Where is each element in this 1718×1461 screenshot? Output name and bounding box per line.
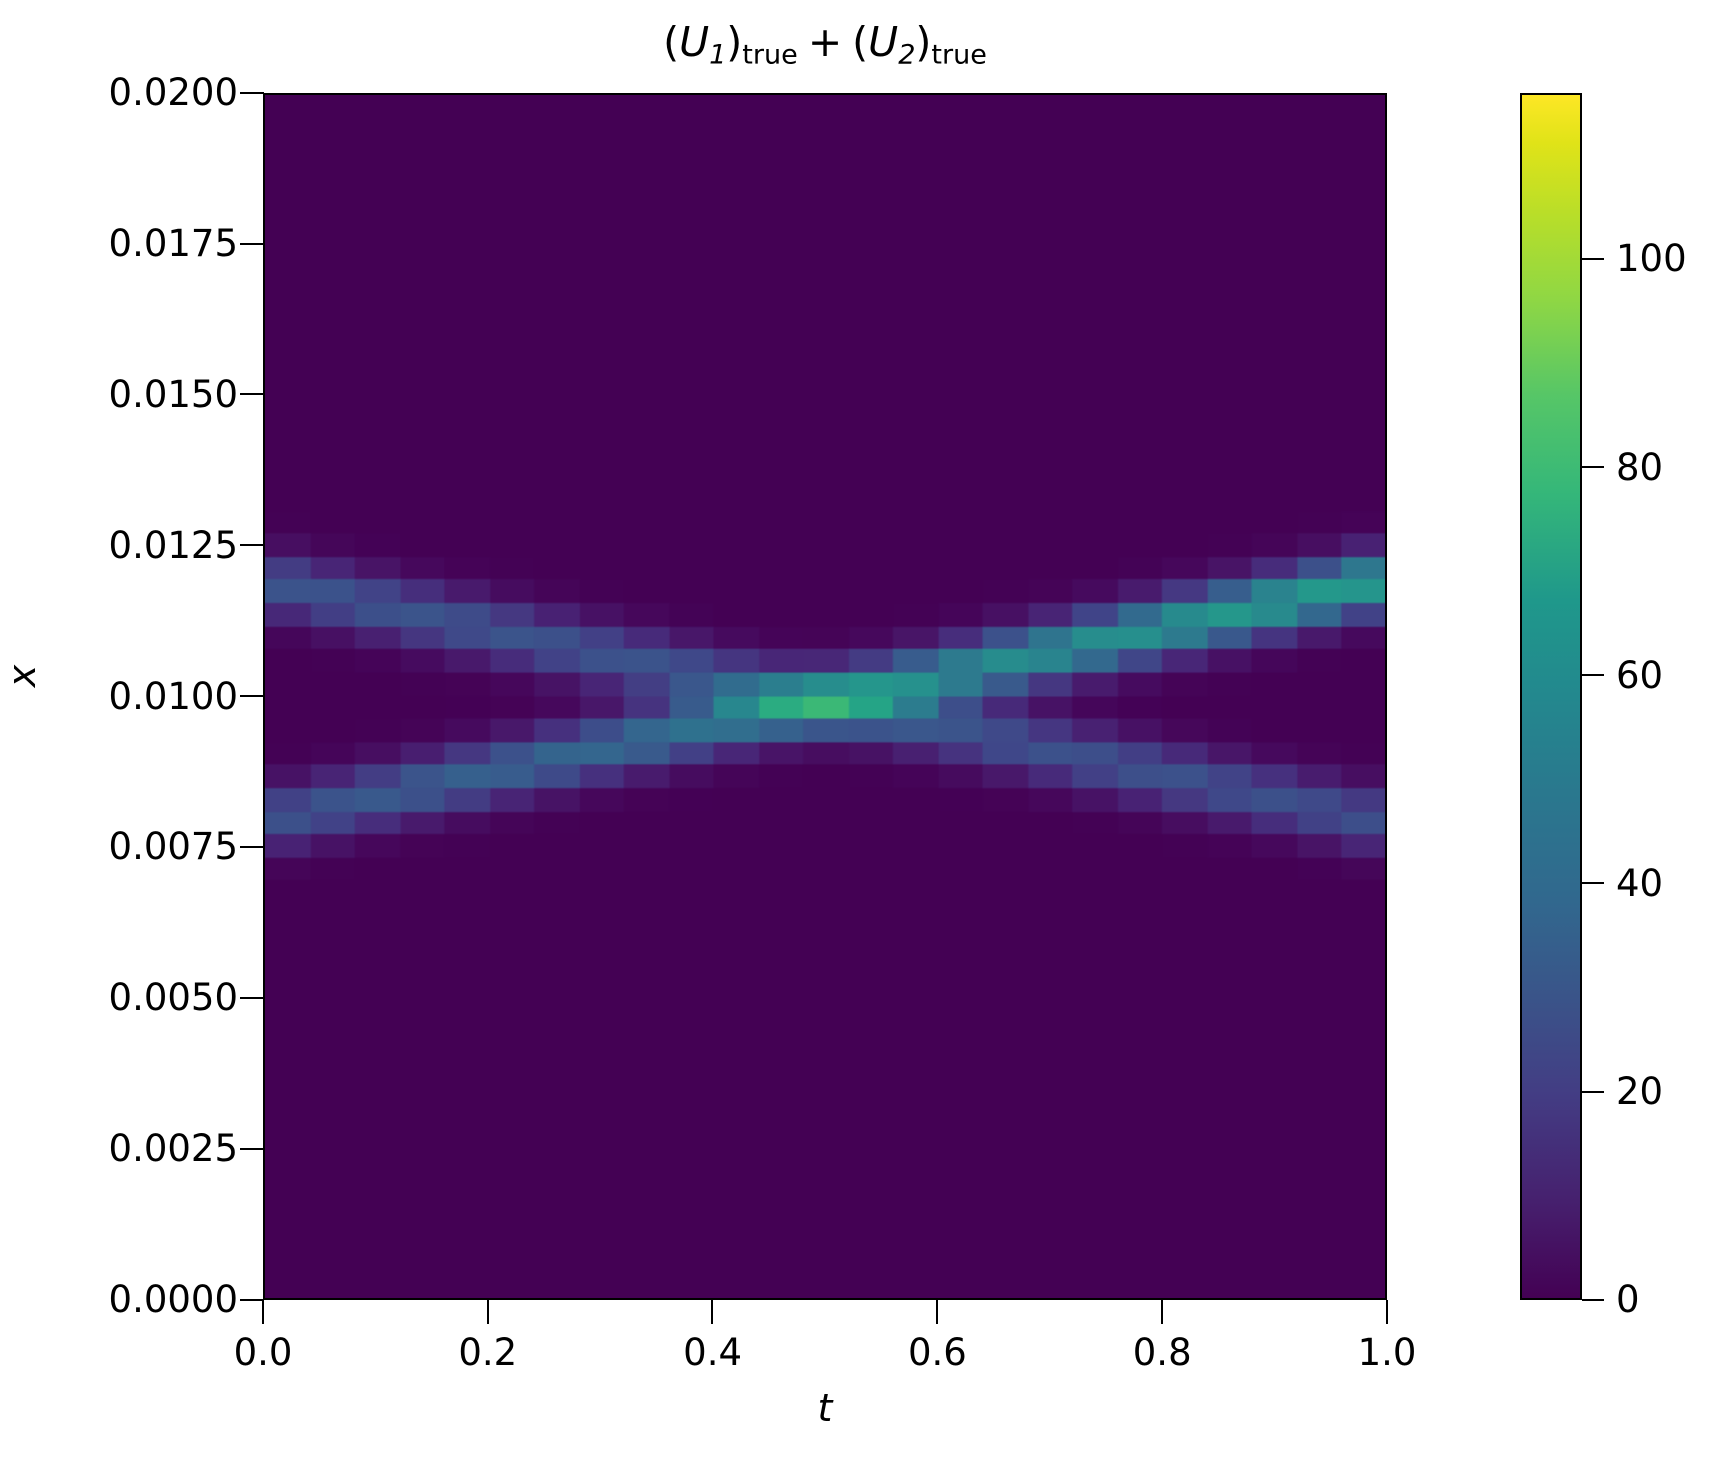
x-tick-mark xyxy=(486,1300,489,1324)
y-axis-label: x xyxy=(0,664,44,688)
title-close-paren-2: ) xyxy=(915,18,932,66)
x-tick-label: 0.0 xyxy=(233,1331,293,1374)
colorbar xyxy=(1520,93,1582,1300)
y-tick-mark xyxy=(240,996,264,999)
y-tick-mark xyxy=(240,1147,264,1150)
y-tick-label: 0.0000 xyxy=(108,1278,238,1321)
y-tick-label: 0.0125 xyxy=(108,523,238,567)
x-tick-mark xyxy=(261,1300,264,1324)
title-plus-operator: + xyxy=(807,18,843,66)
colorbar-tick-label: 20 xyxy=(1616,1069,1664,1113)
title-open-paren-1: ( xyxy=(663,18,680,66)
y-tick-mark xyxy=(240,91,264,94)
y-tick-label: 0.0150 xyxy=(108,372,238,416)
y-tick-label: 0.0025 xyxy=(108,1127,238,1171)
x-axis-label: t xyxy=(817,1386,833,1430)
title-subscript-1: 1 xyxy=(709,39,727,71)
heatmap-axes xyxy=(263,93,1387,1300)
y-tick-mark xyxy=(240,695,264,698)
x-tick-mark xyxy=(711,1300,714,1324)
title-subscript-true-1: true xyxy=(742,39,798,71)
colorbar-tick-label: 40 xyxy=(1616,861,1664,905)
x-tick-label: 1.0 xyxy=(1357,1331,1417,1374)
title-subscript-2: 2 xyxy=(898,39,916,71)
colorbar-tick-label: 100 xyxy=(1616,237,1687,281)
y-tick-label: 0.0200 xyxy=(108,71,238,114)
y-tick-label: 0.0075 xyxy=(108,825,238,869)
colorbar-tick-mark xyxy=(1582,882,1604,885)
y-tick-mark xyxy=(240,846,264,849)
colorbar-tick-mark xyxy=(1582,1298,1604,1301)
heatmap-image xyxy=(265,95,1385,1298)
title-symbol-u2: U xyxy=(868,18,899,66)
x-tick-mark xyxy=(1385,1300,1388,1324)
x-tick-label: 0.8 xyxy=(1132,1331,1192,1374)
x-tick-label: 0.4 xyxy=(683,1331,743,1374)
colorbar-tick-label: 60 xyxy=(1616,653,1664,697)
x-tick-mark xyxy=(936,1300,939,1324)
plot-title: (U1)true + (U2)true xyxy=(263,22,1387,69)
colorbar-tick-mark xyxy=(1582,258,1604,261)
colorbar-tick-label: 80 xyxy=(1616,445,1664,489)
y-tick-label: 0.0100 xyxy=(108,674,238,718)
title-close-paren-1: ) xyxy=(726,18,743,66)
x-tick-label: 0.6 xyxy=(907,1331,967,1374)
colorbar-tick-mark xyxy=(1582,466,1604,469)
x-tick-mark xyxy=(1160,1300,1163,1324)
colorbar-tick-label: 0 xyxy=(1616,1278,1640,1321)
colorbar-tick-mark xyxy=(1582,674,1604,677)
title-symbol-u1: U xyxy=(679,18,710,66)
y-tick-label: 0.0050 xyxy=(108,976,238,1020)
title-subscript-true-2: true xyxy=(931,39,987,71)
y-tick-mark xyxy=(240,242,264,245)
colorbar-tick-mark xyxy=(1582,1090,1604,1093)
y-tick-mark xyxy=(240,544,264,547)
title-open-paren-2: ( xyxy=(852,18,869,66)
y-tick-label: 0.0175 xyxy=(108,221,238,265)
x-tick-label: 0.2 xyxy=(458,1331,518,1374)
y-tick-mark xyxy=(240,393,264,396)
y-tick-mark xyxy=(240,1298,264,1301)
